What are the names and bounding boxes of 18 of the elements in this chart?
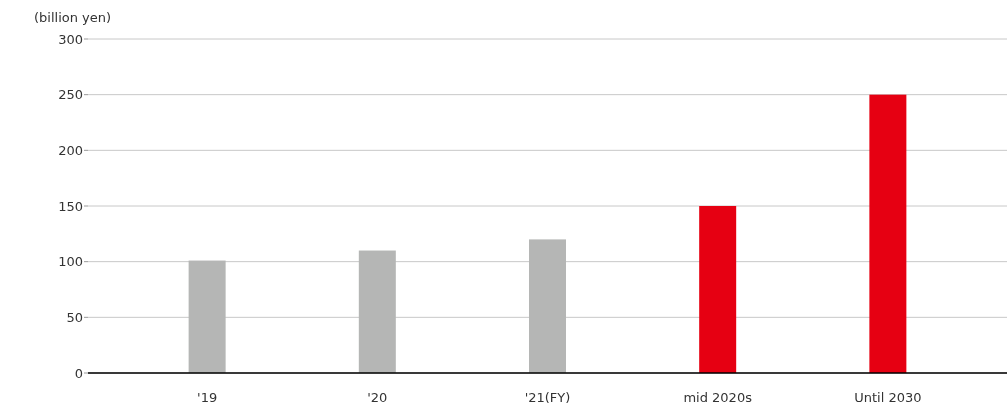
bar [358, 250, 396, 373]
x-tick-label: Until 2030 [854, 390, 922, 405]
y-axis-title: (billion yen) [34, 10, 112, 25]
y-tick-label: 250 [58, 87, 83, 103]
x-tick-label: '20 [367, 390, 388, 405]
y-tick-label: 150 [58, 198, 83, 214]
bar [869, 94, 907, 373]
x-tick-label: '21(FY) [524, 390, 571, 405]
x-tick-label: mid 2020s [683, 390, 753, 405]
y-tick-label: 0 [74, 365, 83, 381]
y-tick-label: 50 [66, 309, 83, 325]
bar [699, 206, 737, 373]
bar [529, 239, 566, 373]
bar [188, 260, 226, 373]
y-tick-label: 100 [58, 254, 83, 270]
x-tick-label: '19 [197, 390, 218, 405]
y-tick-label: 300 [58, 31, 83, 47]
y-tick-label: 200 [58, 142, 83, 158]
